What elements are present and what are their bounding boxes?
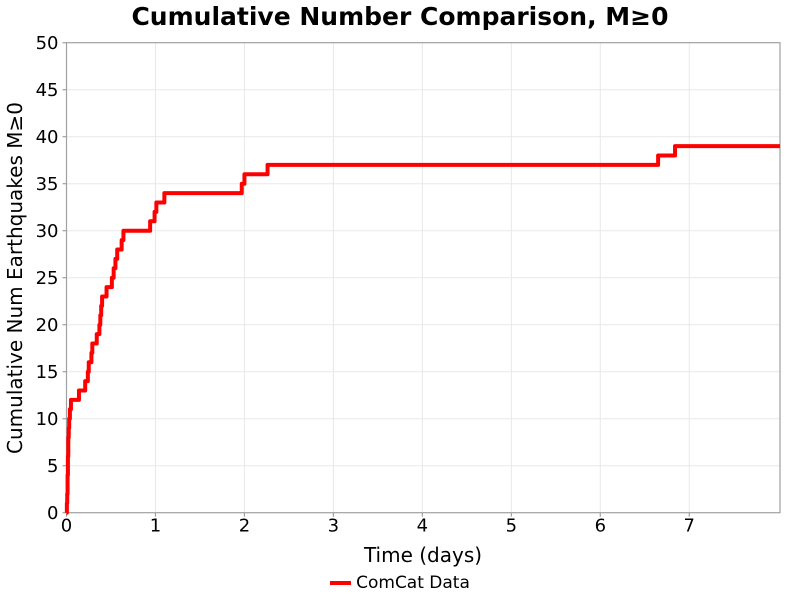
x-tick-label: 4 [417,516,428,537]
x-tick-label: 5 [506,516,517,537]
y-tick-label: 45 [36,80,59,101]
y-tick-label: 50 [36,33,59,54]
x-tick-label: 0 [61,516,72,537]
y-tick-label: 25 [36,268,59,289]
y-tick-label: 30 [36,221,59,242]
y-tick-label: 5 [47,456,58,477]
legend: ComCat Data [0,573,800,593]
x-tick-label: 1 [150,516,161,537]
chart-title: Cumulative Number Comparison, M≥0 [131,2,669,31]
y-tick-label: 15 [36,362,59,383]
x-axis-label: Time (days) [363,543,483,567]
comcat-series-line [64,144,780,515]
legend-line-swatch [330,581,352,585]
x-tick-label: 2 [239,516,250,537]
legend-label: ComCat Data [356,573,470,593]
y-tick-label: 40 [36,127,59,148]
x-tick-label: 6 [595,516,606,537]
y-tick-label: 10 [36,409,59,430]
y-tick-label: 0 [47,503,58,524]
x-tick-label: 7 [684,516,695,537]
y-tick-label: 35 [36,174,59,195]
y-tick-label: 20 [36,315,59,336]
x-tick-label: 3 [328,516,339,537]
